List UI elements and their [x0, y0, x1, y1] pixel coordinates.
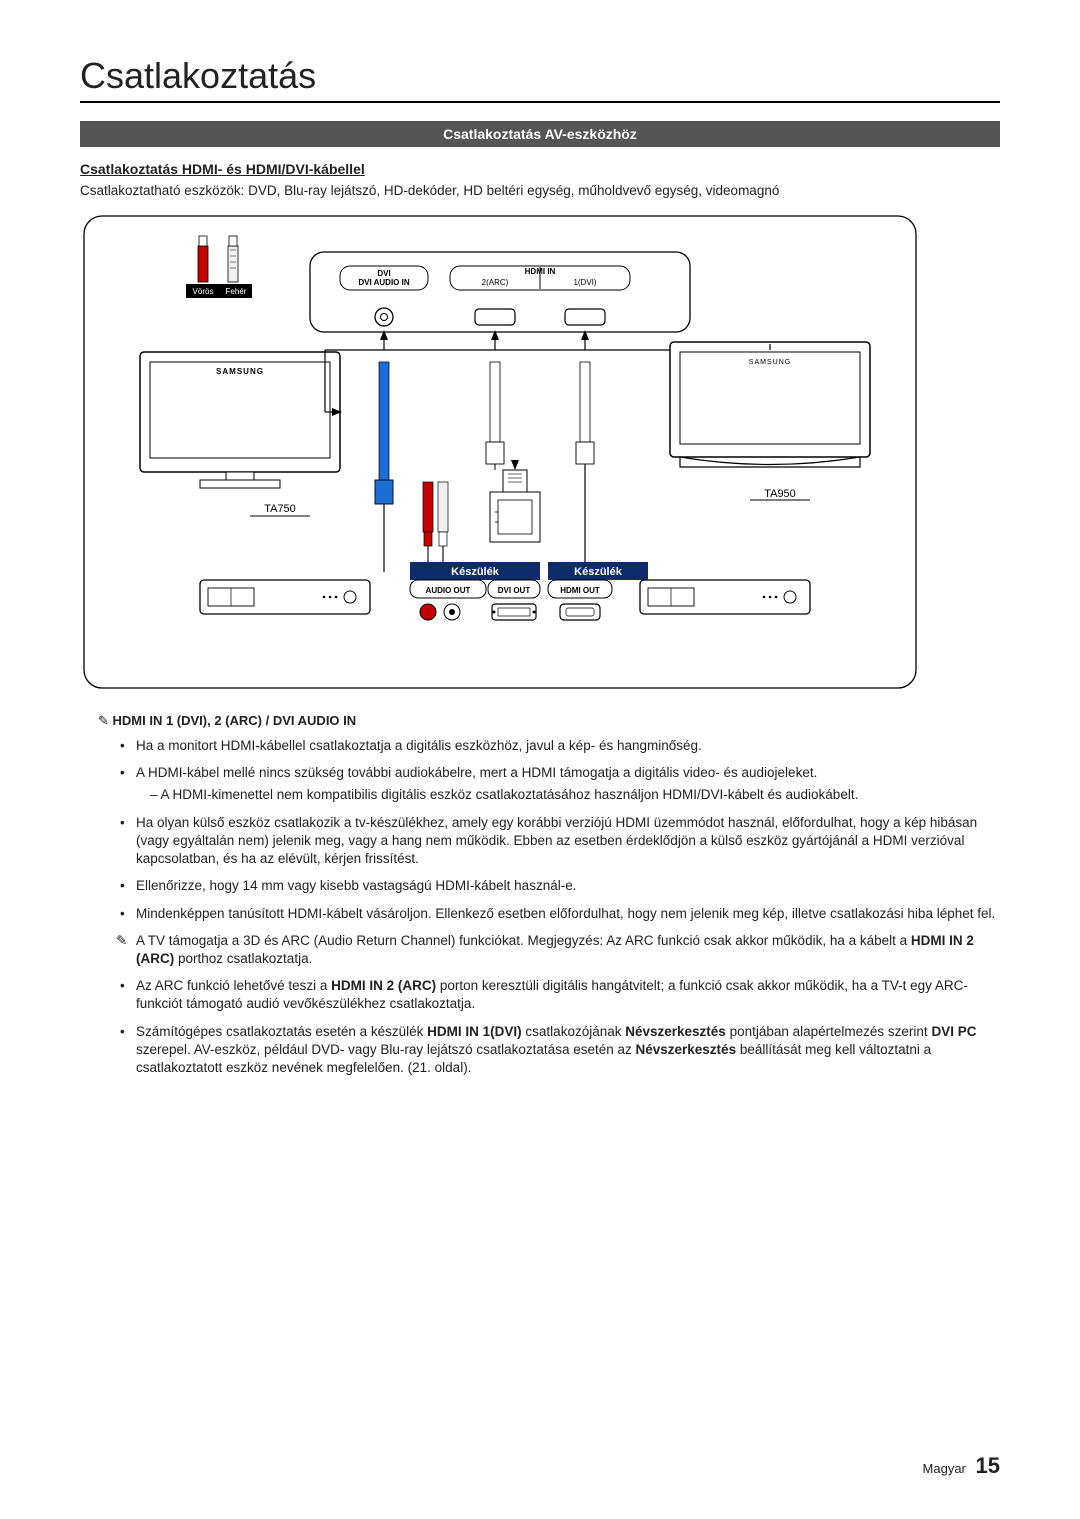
device-right	[640, 580, 810, 614]
svg-text:SAMSUNG: SAMSUNG	[216, 367, 264, 376]
svg-text:TA950: TA950	[764, 488, 796, 500]
svg-text:Készülék: Készülék	[574, 566, 623, 578]
connection-diagram: DVI DVI AUDIO IN HDMI IN 2(ARC) 1(DVI) V…	[80, 212, 920, 692]
list-item: Ha olyan külső eszköz csatlakozik a tv-k…	[120, 814, 1000, 869]
footer-lang: Magyar	[923, 1461, 966, 1476]
svg-text:TA750: TA750	[264, 503, 296, 515]
list-item: A HDMI-kábel mellé nincs szükség további…	[120, 764, 1000, 804]
list-item: Számítógépes csatlakoztatás esetén a kés…	[120, 1023, 1000, 1078]
device-left	[200, 580, 370, 614]
sub-heading: Csatlakoztatás HDMI- és HDMI/DVI-kábelle…	[80, 161, 1000, 177]
sub-dash: A HDMI-kimenettel nem kompatibilis digit…	[136, 786, 1000, 804]
bullet-list: Ha a monitort HDMI-kábellel csatlakoztat…	[120, 737, 1000, 1077]
page-title: Csatlakoztatás	[80, 55, 1000, 103]
list-item: A TV támogatja a 3D és ARC (Audio Return…	[120, 932, 1000, 968]
svg-text:Készülék: Készülék	[451, 566, 500, 578]
svg-text:DVI AUDIO IN: DVI AUDIO IN	[358, 278, 409, 287]
note-heading: HDMI IN 1 (DVI), 2 (ARC) / DVI AUDIO IN	[98, 713, 1000, 729]
list-item: Az ARC funkció lehetővé teszi a HDMI IN …	[120, 977, 1000, 1013]
section-band: Csatlakoztatás AV-eszközhöz	[80, 121, 1000, 147]
intro-paragraph: Csatlakoztatható eszközök: DVD, Blu-ray …	[80, 183, 1000, 198]
svg-text:Fehér: Fehér	[226, 287, 247, 296]
svg-text:DVI: DVI	[377, 269, 390, 278]
footer-page: 15	[976, 1453, 1000, 1478]
svg-text:Vörös: Vörös	[193, 287, 214, 296]
list-item: Ha a monitort HDMI-kábellel csatlakoztat…	[120, 737, 1000, 755]
svg-text:2(ARC): 2(ARC)	[482, 278, 509, 287]
list-item: Mindenképpen tanúsított HDMI-kábelt vásá…	[120, 905, 1000, 923]
page-footer: Magyar 15	[923, 1453, 1000, 1479]
list-item: Ellenőrizze, hogy 14 mm vagy kisebb vast…	[120, 877, 1000, 895]
svg-text:SAMSUNG: SAMSUNG	[749, 359, 791, 366]
svg-text:HDMI OUT: HDMI OUT	[560, 586, 600, 595]
svg-text:1(DVI): 1(DVI)	[573, 278, 596, 287]
svg-text:DVI OUT: DVI OUT	[498, 586, 531, 595]
svg-text:AUDIO OUT: AUDIO OUT	[426, 586, 471, 595]
